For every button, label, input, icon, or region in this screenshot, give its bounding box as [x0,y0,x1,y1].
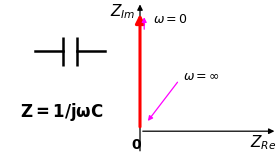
Text: $\omega = 0$: $\omega = 0$ [153,13,188,26]
Text: $Z_{Re}$: $Z_{Re}$ [249,133,276,152]
Text: $Z_{Im}$: $Z_{Im}$ [110,2,136,21]
Text: $\mathbf{0}$: $\mathbf{0}$ [131,138,142,152]
Text: $\omega = \infty$: $\omega = \infty$ [183,69,220,83]
Text: $\mathbf{Z=1/j\omega C}$: $\mathbf{Z=1/j\omega C}$ [20,101,103,123]
